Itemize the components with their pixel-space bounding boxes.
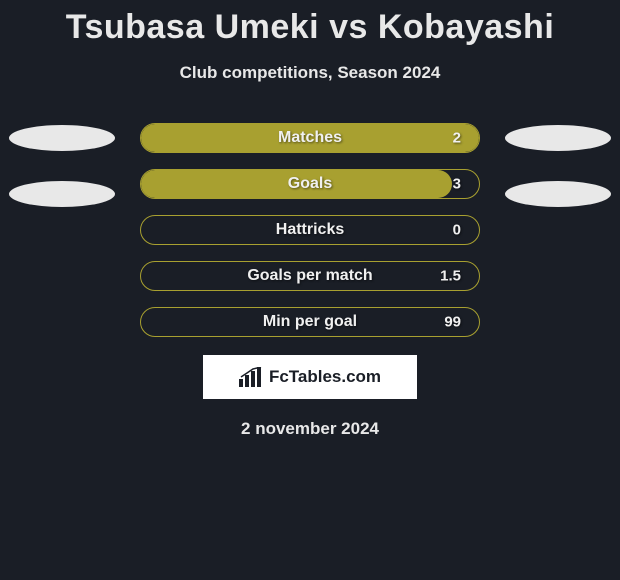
stat-row: Goals 3	[140, 169, 480, 199]
stat-value: 3	[453, 176, 461, 193]
brand-badge[interactable]: FcTables.com	[203, 355, 417, 399]
stat-label: Min per goal	[263, 313, 357, 331]
page-title: Tsubasa Umeki vs Kobayashi	[66, 8, 555, 47]
chart-icon	[239, 367, 263, 387]
player-avatar-placeholder	[505, 125, 611, 151]
page-root: Tsubasa Umeki vs Kobayashi Club competit…	[0, 0, 620, 439]
stats-col: Matches 2 Goals 3 Hattricks 0 Goals per match 1…	[140, 123, 480, 337]
player-avatar-placeholder	[9, 181, 115, 207]
stat-row: Goals per match 1.5	[140, 261, 480, 291]
stat-row: Matches 2	[140, 123, 480, 153]
stat-label: Goals per match	[247, 267, 372, 285]
stat-label: Matches	[278, 129, 342, 147]
stat-row: Min per goal 99	[140, 307, 480, 337]
page-subtitle: Club competitions, Season 2024	[180, 63, 441, 83]
stat-value: 99	[444, 314, 461, 331]
right-player-col	[498, 123, 618, 207]
left-player-col	[2, 123, 122, 207]
date-label: 2 november 2024	[241, 419, 379, 439]
stat-value: 2	[453, 130, 461, 147]
stat-label: Hattricks	[276, 221, 344, 239]
stat-value: 0	[453, 222, 461, 239]
stat-value: 1.5	[440, 268, 461, 285]
player-avatar-placeholder	[505, 181, 611, 207]
player-avatar-placeholder	[9, 125, 115, 151]
brand-label: FcTables.com	[269, 367, 381, 387]
stat-label: Goals	[288, 175, 332, 193]
comparison-area: Matches 2 Goals 3 Hattricks 0 Goals per match 1…	[0, 123, 620, 337]
stat-row: Hattricks 0	[140, 215, 480, 245]
